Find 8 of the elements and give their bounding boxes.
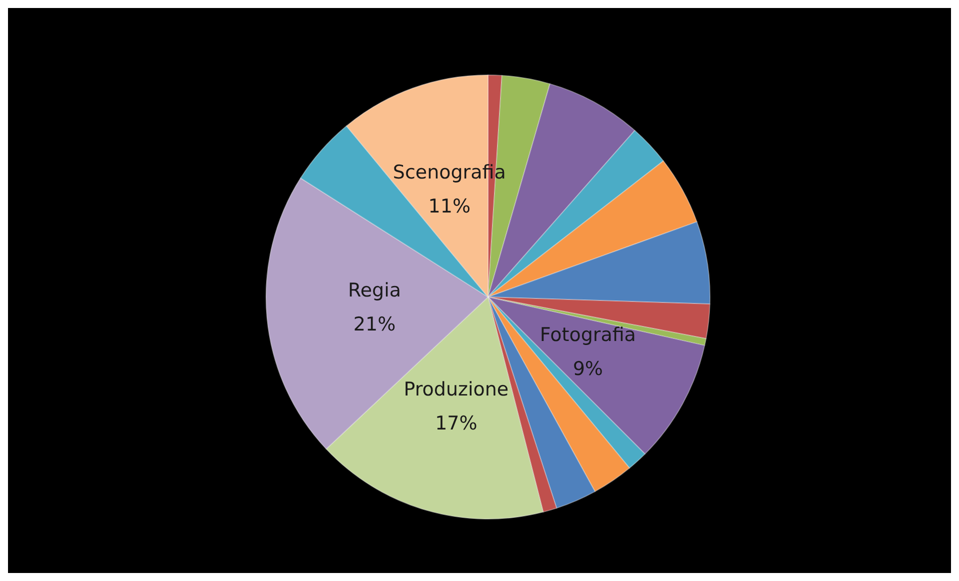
data-label: 11% [428,196,470,218]
data-label: 21% [353,314,396,336]
data-label: 17% [435,412,478,434]
data-label: 9% [572,358,603,380]
slice-label: Produzione [404,378,509,400]
slice-label: Fotografia [540,324,636,346]
slice-label: Scenografia [392,162,506,184]
slice-label: Regia [348,280,402,302]
